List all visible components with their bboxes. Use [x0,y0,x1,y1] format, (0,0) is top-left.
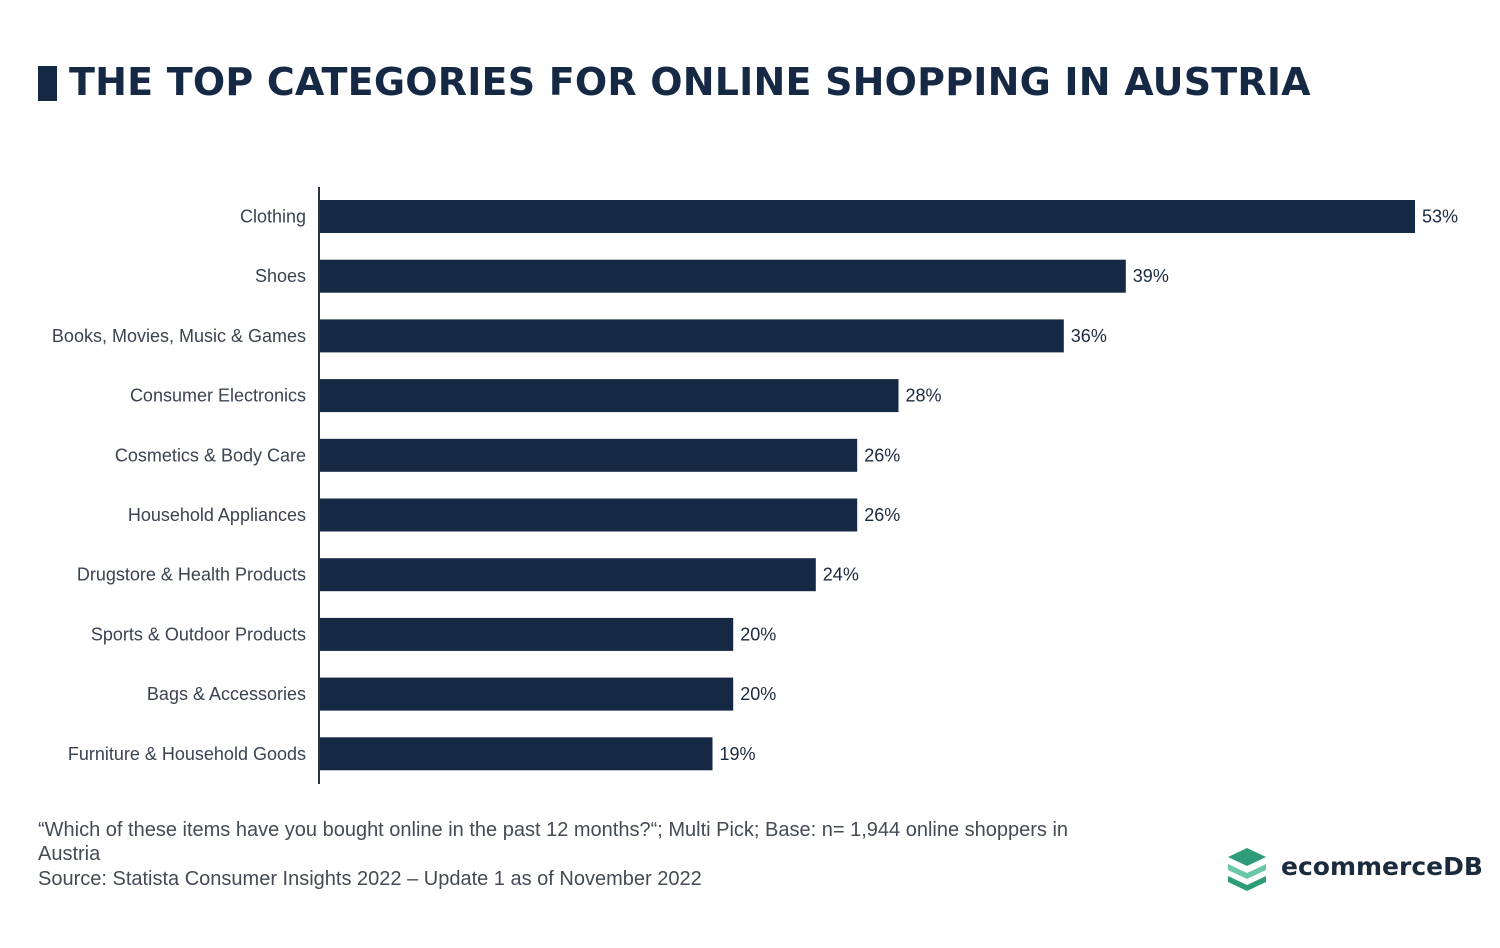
value-label: 28% [906,386,942,406]
value-label: 36% [1071,326,1107,346]
brand-logo: ecommerceDB [1224,846,1483,894]
brand-name: ecommerceDB [1281,852,1483,881]
category-label: Books, Movies, Music & Games [52,326,306,346]
bar [320,319,1064,353]
value-label: 20% [740,684,776,704]
chart-title: THE TOP CATEGORIES FOR ONLINE SHOPPING I… [69,60,1311,104]
survey-question-footnote: “Which of these items have you bought on… [38,819,1069,841]
bar [320,737,713,771]
category-label: Clothing [240,207,306,227]
bar [320,498,858,532]
source-footnote: Source: Statista Consumer Insights 2022 … [38,868,702,890]
value-label: 39% [1133,266,1169,286]
category-label: Household Appliances [128,505,306,525]
bar [320,617,734,651]
category-label: Consumer Electronics [130,386,306,406]
value-label: 26% [864,505,900,525]
value-label: 53% [1422,207,1458,227]
value-label: 20% [740,624,776,644]
category-label: Sports & Outdoor Products [91,624,306,644]
category-label: Drugstore & Health Products [77,565,306,585]
title-marker [38,66,57,101]
survey-question-footnote-continued: Austria [38,843,101,865]
category-label: Shoes [255,266,306,286]
value-label: 19% [720,744,756,764]
bar [320,259,1126,293]
stacked-layers-logo-icon [1228,848,1266,891]
bar [320,677,734,711]
bars-group: Clothing 53% Shoes 39% Books, Movies, Music … [52,200,1458,771]
value-label: 24% [823,565,859,585]
bar [320,200,1415,233]
category-label: Bags & Accessories [147,684,306,704]
value-label: 26% [864,445,900,465]
bar [320,438,858,472]
bar [320,558,816,592]
category-label: Cosmetics & Body Care [115,445,306,465]
category-label: Furniture & Household Goods [68,744,306,764]
bar [320,379,899,413]
